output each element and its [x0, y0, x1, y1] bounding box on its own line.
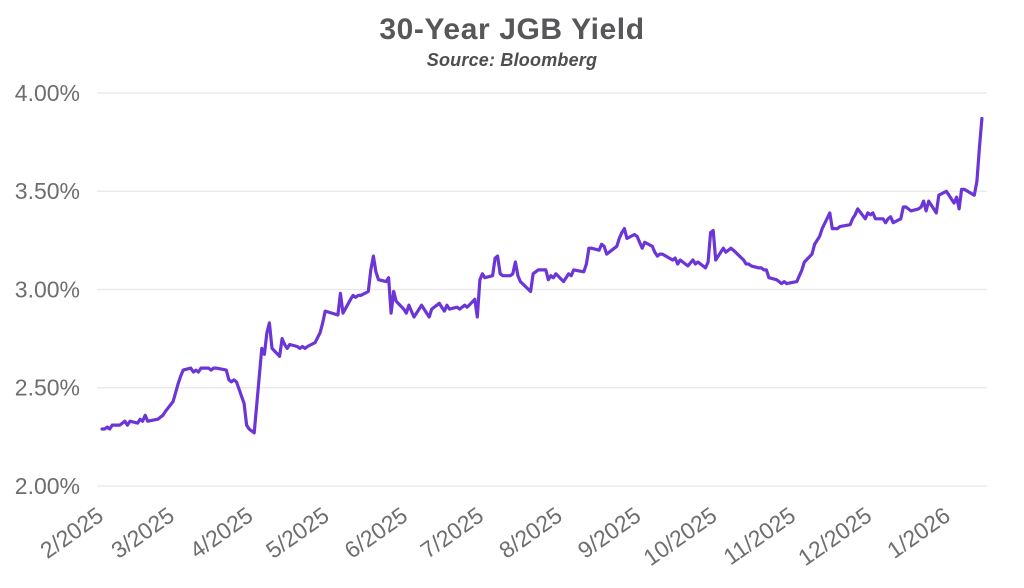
x-axis-tick-label: 9/2025: [573, 502, 646, 564]
y-axis-tick-label: 3.00%: [15, 276, 80, 302]
x-axis-tick-label: 12/2025: [793, 502, 876, 571]
y-axis-tick-label: 2.50%: [15, 375, 80, 401]
x-axis-tick-label: 1/2026: [882, 502, 955, 564]
y-axis-tick-label: 2.00%: [15, 473, 80, 499]
x-axis-tick-label: 8/2025: [494, 502, 567, 564]
x-axis-tick-label: 6/2025: [340, 502, 413, 564]
chart-subtitle: Source: Bloomberg: [426, 50, 598, 70]
x-axis-tick-label: 5/2025: [261, 502, 334, 564]
x-axis-tick-label: 11/2025: [718, 502, 800, 570]
chart-title: 30-Year JGB Yield: [379, 13, 645, 46]
y-axis-tick-label: 4.00%: [15, 80, 80, 106]
x-axis-tick-label: 2/2025: [35, 502, 108, 564]
x-axis-tick-label: 4/2025: [185, 502, 258, 564]
y-axis-tick-label: 3.50%: [15, 178, 80, 204]
x-axis-tick-label: 10/2025: [638, 502, 721, 571]
x-axis-tick-label: 3/2025: [106, 502, 179, 564]
yield-line-series: [100, 116, 984, 435]
x-axis-tick-label: 7/2025: [416, 502, 489, 564]
